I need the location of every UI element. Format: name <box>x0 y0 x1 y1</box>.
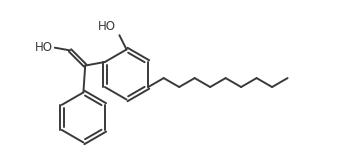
Text: HO: HO <box>35 41 53 54</box>
Text: HO: HO <box>98 20 116 33</box>
